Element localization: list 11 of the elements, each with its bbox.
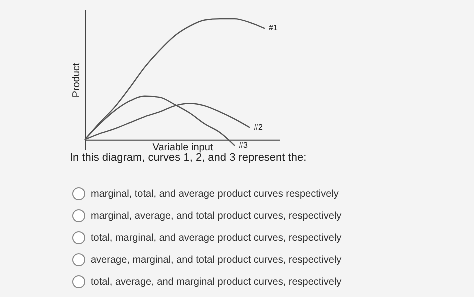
y-axis-title: Product (72, 63, 82, 98)
text: marginal, average, and total product curves, respectively (91, 210, 342, 222)
x-axis-title: Variable input (152, 142, 214, 154)
text: marginal, total, and average product curves respectively (91, 188, 339, 200)
text: In this diagram, curves 1, 2, and 3 represent the: (70, 152, 307, 164)
text: total, marginal, and average product curves, respectively (91, 232, 342, 244)
series-label: #3 (239, 140, 248, 150)
text: total, average, and marginal product curves, respectively (91, 276, 342, 288)
text: average, marginal, and total product curves, respectively (91, 254, 342, 266)
series-label: #2 (254, 122, 264, 132)
series-label: #1 (269, 24, 278, 33)
